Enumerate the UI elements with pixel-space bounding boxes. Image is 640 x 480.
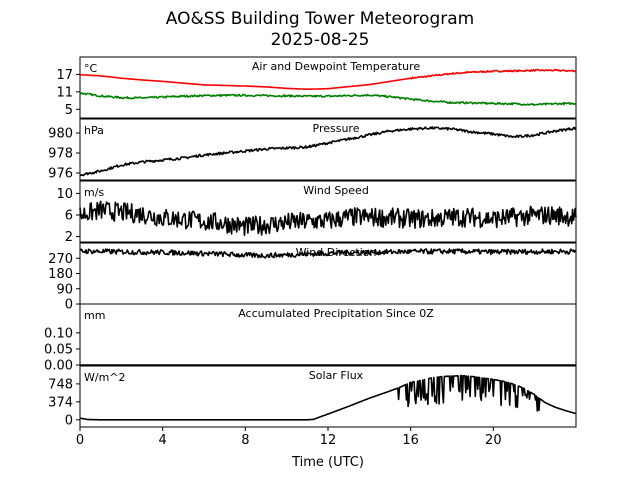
panel-1: 5 11 17 Air and Dewpoint Temperature °C: [56, 56, 577, 119]
y-tick-label: 0: [65, 413, 73, 428]
y-tick-label: 0.00: [44, 359, 73, 374]
x-axis-ticks: 0 4 8 12 16 20: [76, 427, 502, 448]
y-tick-label: 17: [56, 68, 73, 83]
panel-unit: mm: [84, 309, 105, 322]
y-tick-label: 2: [65, 230, 73, 245]
panel-unit: W/m^2: [84, 371, 126, 384]
series-line-dewpoint-temperature: [79, 92, 577, 106]
x-tick-label: 0: [76, 433, 84, 448]
x-axis-label: Time (UTC): [291, 455, 364, 470]
y-tick-label: 0: [65, 298, 73, 313]
panel-title: Solar Flux: [309, 369, 364, 382]
figure-title: AO&SS Building Tower Meteorogram: [166, 9, 474, 29]
y-tick-label: 11: [56, 85, 73, 100]
panel-title: Wind Direction: [296, 246, 377, 259]
x-tick-label: 12: [320, 433, 337, 448]
panel-3: 2 6 10 Wind Speed m/s: [56, 180, 577, 245]
series-line-air-temperature: [79, 68, 577, 90]
panel-title: Accumulated Precipitation Since 0Z: [238, 307, 434, 320]
y-tick-label: 748: [48, 377, 73, 392]
y-tick-label: 980: [48, 127, 73, 142]
panel-title: Pressure: [313, 122, 360, 135]
x-tick-label: 20: [485, 433, 502, 448]
y-tick-label: 978: [48, 147, 73, 162]
series-line-pressure: [79, 126, 577, 177]
y-tick-label: 0.10: [44, 326, 73, 341]
panel-2: 976 978 980 Pressure hPa: [48, 118, 577, 182]
y-tick-label: 10: [56, 187, 73, 202]
panel-6: 0 374 748 Solar Flux W/m^2: [48, 365, 577, 428]
y-tick-label: 374: [48, 395, 73, 410]
x-tick-label: 16: [402, 433, 419, 448]
panel-title: Air and Dewpoint Temperature: [252, 60, 420, 73]
y-tick-label: 5: [65, 103, 73, 118]
panel-unit: m/s: [84, 186, 104, 199]
series-line-solar-flux: [79, 374, 577, 421]
x-tick-label: 8: [241, 433, 249, 448]
x-tick-label: 4: [159, 433, 167, 448]
panel-5: 0.00 0.050.10 Accumulated Precipitation Si…: [44, 303, 577, 374]
panel-frame: [79, 56, 577, 119]
series-line-wind-direction: [79, 248, 577, 259]
y-tick-label: 6: [65, 209, 73, 224]
series-line-wind-speed: [79, 200, 577, 236]
y-tick-label: 90: [56, 282, 73, 297]
panel-unit: hPa: [84, 124, 104, 137]
y-tick-label: 270: [48, 252, 73, 267]
y-tick-label: 976: [48, 167, 73, 182]
panel-frame: [79, 118, 577, 181]
y-tick-label: 180: [48, 267, 73, 282]
figure-date: 2025-08-25: [271, 30, 370, 50]
panel-unit: °C: [84, 62, 98, 75]
y-tick-label: 0.05: [44, 342, 73, 357]
panel-title: Wind Speed: [303, 184, 369, 197]
